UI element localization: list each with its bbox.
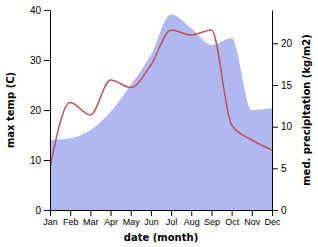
- x-axis-title: date (month): [124, 232, 198, 243]
- tick-label: Dec: [264, 217, 281, 227]
- tick-mark: [90, 210, 91, 216]
- precipitation-area: [50, 14, 272, 210]
- tick: Aug: [184, 210, 200, 227]
- tick-label: 0: [281, 205, 287, 216]
- tick: Oct: [225, 210, 240, 227]
- tick-label: 20: [30, 105, 42, 116]
- tick-label: Oct: [225, 217, 240, 227]
- tick: Jun: [144, 210, 159, 227]
- tick: 5: [272, 163, 287, 174]
- tick-mark: [272, 168, 278, 169]
- marks: [50, 14, 272, 210]
- tick-mark: [232, 210, 233, 216]
- chart: JanFebMarAprMayJunJulAugSepOctNovDec0102…: [0, 0, 318, 247]
- tick-mark: [211, 210, 212, 216]
- tick-label: Apr: [104, 217, 118, 227]
- tick-mark: [171, 210, 172, 216]
- tick: Feb: [63, 210, 79, 227]
- tick-label: 0: [35, 205, 41, 216]
- tick: Jan: [43, 210, 58, 227]
- tick-label: 40: [30, 5, 42, 16]
- tick: 0: [35, 205, 50, 216]
- tick-mark: [252, 210, 253, 216]
- tick: 20: [272, 38, 293, 49]
- tick-mark: [44, 160, 50, 161]
- tick-mark: [44, 210, 50, 211]
- tick-mark: [131, 210, 132, 216]
- tick-label: Nov: [244, 217, 261, 227]
- tick-label: 30: [30, 55, 42, 66]
- y-axis-line: [50, 11, 51, 211]
- tick-mark: [272, 85, 278, 86]
- y2-axis: 0 5 10 15 20: [272, 11, 293, 216]
- tick-label: Aug: [184, 217, 200, 227]
- x-axis: Jan Feb Mar Apr MayJun Jul Aug Sep Oct NovDec: [43, 210, 281, 227]
- tick: Sep: [204, 210, 220, 227]
- tick: 10: [30, 155, 50, 166]
- tick-label: Sep: [204, 217, 220, 227]
- tick-mark: [44, 110, 50, 111]
- tick-mark: [111, 210, 112, 216]
- tick: 10: [272, 121, 293, 132]
- tick-label: Jun: [144, 217, 159, 227]
- tick-mark: [272, 210, 278, 211]
- tick: Jul: [166, 210, 178, 227]
- tick-label: Jan: [43, 217, 58, 227]
- tick-mark: [151, 210, 152, 216]
- tick-label: 10: [30, 155, 42, 166]
- tick: 30: [30, 55, 50, 66]
- tick: May: [123, 210, 141, 227]
- tick-mark: [70, 210, 71, 216]
- tick-label: 5: [281, 163, 287, 174]
- tick-label: 15: [281, 80, 293, 91]
- temperature-line: [50, 30, 272, 168]
- tick: Apr: [104, 210, 118, 227]
- tick-mark: [272, 127, 278, 128]
- tick-mark: [44, 60, 50, 61]
- tick: 20: [30, 105, 50, 116]
- y-axis: 0 10 20 30 40: [30, 5, 51, 216]
- tick-label: 10: [281, 121, 293, 132]
- y2-axis-line: [272, 11, 273, 211]
- tick: 40: [30, 5, 50, 16]
- tick-label: Jul: [166, 217, 178, 227]
- tick-label: Feb: [63, 217, 79, 227]
- tick-label: Mar: [83, 217, 99, 227]
- tick: Dec: [264, 210, 281, 227]
- x-axis-line: [51, 210, 273, 211]
- tick-mark: [44, 10, 50, 11]
- tick: Mar: [83, 210, 99, 227]
- y2-axis-title: med. precipitation (kg/m2): [301, 34, 312, 186]
- y-axis-title: max temp (C): [5, 72, 16, 148]
- tick-mark: [191, 210, 192, 216]
- tick-label: May: [123, 217, 141, 227]
- tick-label: 20: [281, 38, 293, 49]
- plot: JanFebMarAprMayJunJulAugSepOctNovDec0102…: [30, 5, 293, 228]
- tick: 15: [272, 80, 293, 91]
- tick: 0: [272, 205, 287, 216]
- tick-mark: [50, 210, 51, 216]
- tick-mark: [272, 43, 278, 44]
- tick: Nov: [244, 210, 261, 227]
